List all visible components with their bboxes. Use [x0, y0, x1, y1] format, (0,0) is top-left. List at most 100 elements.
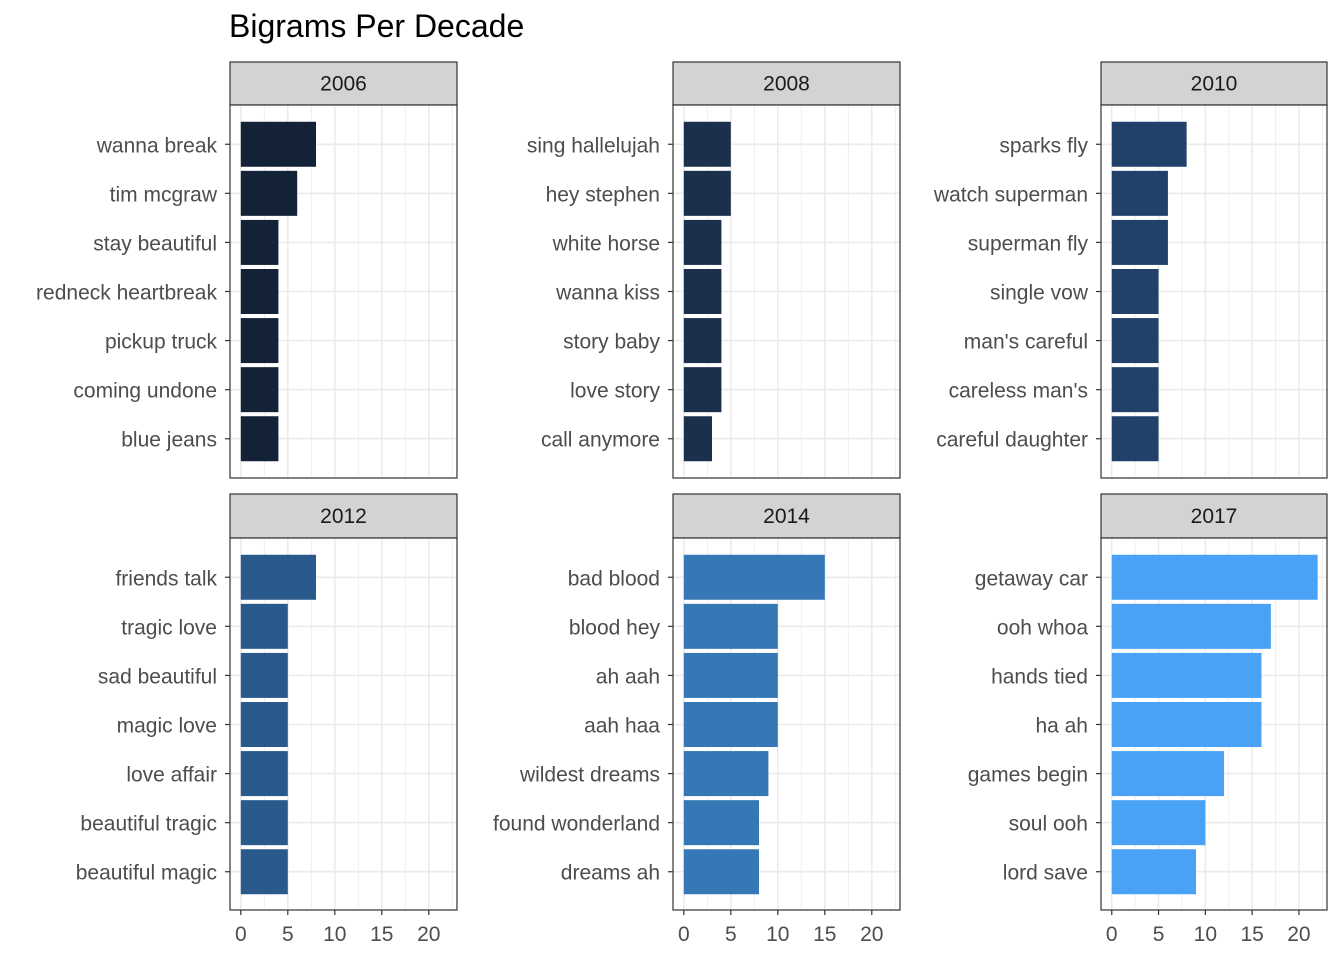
category-label: pickup truck [105, 331, 218, 354]
category-label: aah haa [584, 715, 660, 738]
x-tick-label: 5 [1153, 923, 1165, 946]
category-label: wanna break [96, 134, 218, 157]
category-label: sing hallelujah [527, 134, 660, 157]
category-label: careless man's [949, 380, 1088, 403]
bar [683, 367, 722, 413]
x-tick-label: 20 [417, 923, 440, 946]
bar [240, 554, 317, 600]
bar [240, 702, 288, 747]
x-tick-label: 0 [235, 923, 247, 946]
category-label: tragic love [121, 616, 217, 639]
category-label: wildest dreams [519, 764, 660, 787]
bar [683, 416, 713, 462]
facet-strip-label: 2010 [1191, 73, 1238, 96]
category-label: dreams ah [561, 862, 660, 885]
x-tick-label: 10 [323, 923, 346, 946]
bar [683, 554, 825, 600]
category-label: friends talk [115, 567, 217, 590]
x-tick-label: 20 [860, 923, 883, 946]
bar [240, 751, 288, 797]
facet-strip-label: 2006 [320, 73, 367, 96]
bar [1111, 554, 1318, 600]
bar [683, 603, 778, 649]
bar [683, 652, 778, 698]
facet-panel-2017: 2017 getaway car ooh whoa hands tied ha ah ga… [968, 493, 1328, 946]
bar [1111, 849, 1196, 895]
x-tick-label: 15 [370, 923, 393, 946]
facet-strip [229, 61, 458, 106]
bar [1111, 702, 1262, 747]
category-label: lord save [1003, 862, 1088, 885]
category-label: getaway car [975, 567, 1088, 590]
bar [1111, 269, 1159, 314]
category-label: love story [570, 380, 660, 403]
bar [1111, 603, 1271, 649]
bar [683, 121, 731, 167]
category-label: redneck heartbreak [36, 282, 217, 305]
facet-strip [672, 493, 901, 539]
facet-panel-2012: 2012 friends talk tragic love sad beautiful… [76, 493, 458, 946]
bar [1111, 751, 1225, 797]
x-tick-label: 10 [766, 923, 789, 946]
x-tick-label: 15 [813, 923, 836, 946]
category-label: ha ah [1035, 715, 1088, 738]
category-label: white horse [552, 232, 660, 255]
x-tick-label: 10 [1194, 923, 1217, 946]
category-label: story baby [563, 331, 660, 354]
bar [683, 269, 722, 314]
category-label: wanna kiss [555, 282, 660, 305]
bar [1111, 416, 1159, 462]
category-label: man's careful [964, 331, 1088, 354]
bar [1111, 367, 1159, 413]
bar [683, 170, 731, 216]
category-label: coming undone [73, 380, 217, 403]
category-label: beautiful magic [76, 862, 217, 885]
category-label: stay beautiful [93, 232, 217, 255]
x-tick-label: 0 [678, 923, 690, 946]
facet-strip-label: 2017 [1191, 505, 1238, 528]
x-tick-label: 0 [1106, 923, 1118, 946]
facet-panel-2008: 2008 sing hallelujah hey stephen white hors… [527, 61, 901, 479]
facet-panel-2006: 2006 wanna break tim mcgraw stay beautiful r… [36, 61, 458, 479]
category-label: superman fly [968, 232, 1089, 255]
category-label: single vow [990, 282, 1089, 305]
category-label: careful daughter [936, 429, 1088, 452]
x-tick-label: 20 [1287, 923, 1310, 946]
x-tick-label: 5 [725, 923, 737, 946]
category-label: call anymore [541, 429, 660, 452]
bar [1111, 652, 1262, 698]
bar [683, 800, 760, 846]
bar [1111, 121, 1187, 167]
facet-strip-label: 2012 [320, 505, 367, 528]
category-label: found wonderland [493, 813, 660, 836]
facet-panel-2010: 2010 sparks fly watch superman superman fly… [933, 61, 1328, 479]
category-label: sad beautiful [98, 665, 217, 688]
facet-strip [1100, 493, 1328, 539]
bar [240, 318, 279, 364]
category-label: blue jeans [121, 429, 217, 452]
category-label: ooh whoa [997, 616, 1088, 639]
bar [683, 318, 722, 364]
category-label: games begin [968, 764, 1088, 787]
category-label: beautiful tragic [80, 813, 217, 836]
bar [240, 269, 279, 314]
facet-strip-label: 2014 [763, 505, 810, 528]
bar [1111, 170, 1168, 216]
category-label: bad blood [568, 567, 660, 590]
facet-strip-label: 2008 [763, 73, 810, 96]
bar [683, 219, 722, 265]
facet-panel-2014: 2014 bad blood blood hey ah aah aah haa wilde… [493, 493, 901, 946]
category-label: hey stephen [546, 183, 660, 206]
chart-title: Bigrams Per Decade [229, 8, 525, 44]
bar [683, 751, 769, 797]
category-label: love affair [126, 764, 217, 787]
bar [240, 170, 298, 216]
bar [240, 121, 317, 167]
category-label: ah aah [596, 665, 660, 688]
facet-strip [672, 61, 901, 106]
bar [1111, 318, 1159, 364]
category-label: sparks fly [999, 134, 1088, 157]
bar [1111, 800, 1206, 846]
bar [683, 849, 760, 895]
